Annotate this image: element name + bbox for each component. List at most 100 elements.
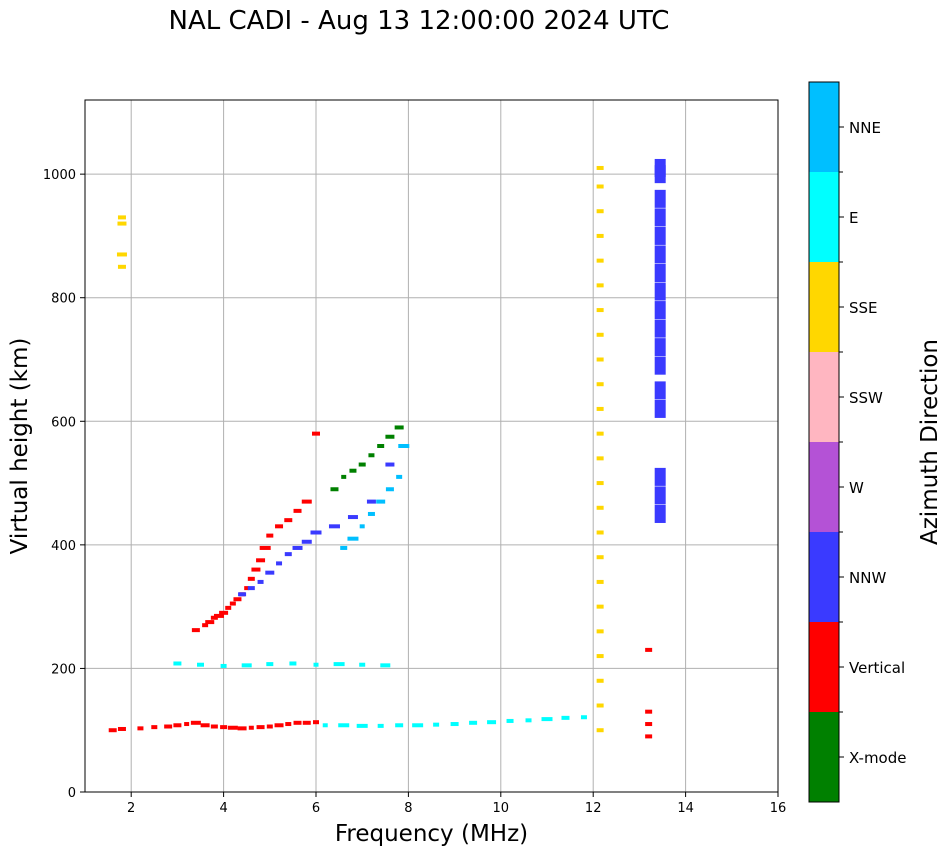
echo-point [313,720,319,725]
y-tick-label: 800 [51,292,76,307]
echo-point [244,586,250,591]
echo-point [596,209,604,214]
echo-point [367,511,375,516]
plot-frame [84,99,779,793]
echo-point [251,567,261,572]
echo-point [654,319,666,338]
echo-point [654,245,666,264]
echo-point [596,728,604,733]
echo-point [596,406,604,411]
colorbar: X-mode Vertical NNW W SSW SSE E NNE [808,81,906,803]
echo-point [220,663,227,668]
colorbar-category-label: NNE [849,119,881,137]
x-tick-label: 4 [219,801,227,816]
echo-point [116,252,127,257]
echo-point [347,515,358,520]
colorbar-category-label: X-mode [849,749,906,767]
echo-point [137,726,144,731]
echo-point [596,481,604,486]
echo-point [645,647,653,652]
echo-point [654,208,666,227]
echo-point [654,399,666,418]
echo-point [385,487,394,492]
echo-point [525,718,532,723]
x-tick-label: 16 [770,801,787,816]
echo-point [241,663,252,668]
echo-point [596,654,604,659]
echo-point [108,728,117,733]
echo-point [359,524,365,529]
echo-point [238,592,247,597]
echo-point [310,530,322,535]
echo-point [596,233,604,238]
x-tick-label: 12 [585,801,602,816]
x-tick-label: 14 [677,801,694,816]
echo-point [596,258,604,263]
echo-point [541,717,553,722]
echo-point [302,720,311,725]
axis-ticks: 2 4 6 8 10 12 14 16 0 200 400 600 800 1000 [43,168,786,816]
echo-point [247,576,255,581]
colorbar-category-label: SSE [849,299,878,317]
echo-point [237,726,247,731]
echo-point [396,474,403,479]
echo-point [385,462,395,467]
echo-point [645,722,653,727]
echo-point [596,703,604,708]
x-tick-label: 8 [404,801,412,816]
y-tick-label: 600 [51,415,76,430]
echo-point [368,453,375,458]
echo-point [377,723,384,728]
colorbar-category-label: E [849,209,858,227]
echo-point [356,723,368,728]
colorbar-category-label: NNW [849,569,886,587]
echo-point [202,623,209,628]
colorbar-swatch [809,712,839,802]
echo-point [394,425,404,430]
echo-point [654,189,666,208]
echo-point [293,720,302,725]
colorbar-category-label: W [849,479,864,497]
echo-point [191,628,200,633]
echo-point [366,499,376,504]
echo-point [197,662,204,667]
y-tick-label: 0 [68,786,76,801]
echo-point [596,530,604,535]
echo-point [265,570,275,575]
echo-point [341,474,347,479]
echo-point [596,165,604,170]
echo-point [596,332,604,337]
echo-point [596,382,604,387]
echo-point [450,722,459,727]
echo-point [377,444,385,448]
echo-point [210,724,218,729]
echo-point [380,663,391,668]
colorbar-swatch [809,262,839,352]
echo-point [284,518,293,523]
y-tick-label: 400 [51,539,76,554]
echo-point [173,723,182,728]
echo-point [227,725,238,730]
echo-point [200,723,210,728]
echo-point [328,524,340,529]
echo-point [285,722,292,727]
echo-point [654,486,666,505]
echo-point [220,725,228,730]
colorbar-swatch [809,82,839,172]
echo-point [654,504,666,523]
echo-point [412,723,424,728]
echo-point [596,308,604,313]
echo-point [596,283,604,288]
echo-point [276,561,283,566]
echo-point [293,508,302,513]
echo-point [248,725,254,730]
echo-point [487,720,497,725]
echo-point [164,724,173,729]
echo-point [433,722,440,727]
echo-point [266,533,274,538]
echo-point [561,715,570,720]
echo-point [301,539,312,544]
y-tick-label: 200 [51,662,76,677]
echo-point [333,662,345,667]
